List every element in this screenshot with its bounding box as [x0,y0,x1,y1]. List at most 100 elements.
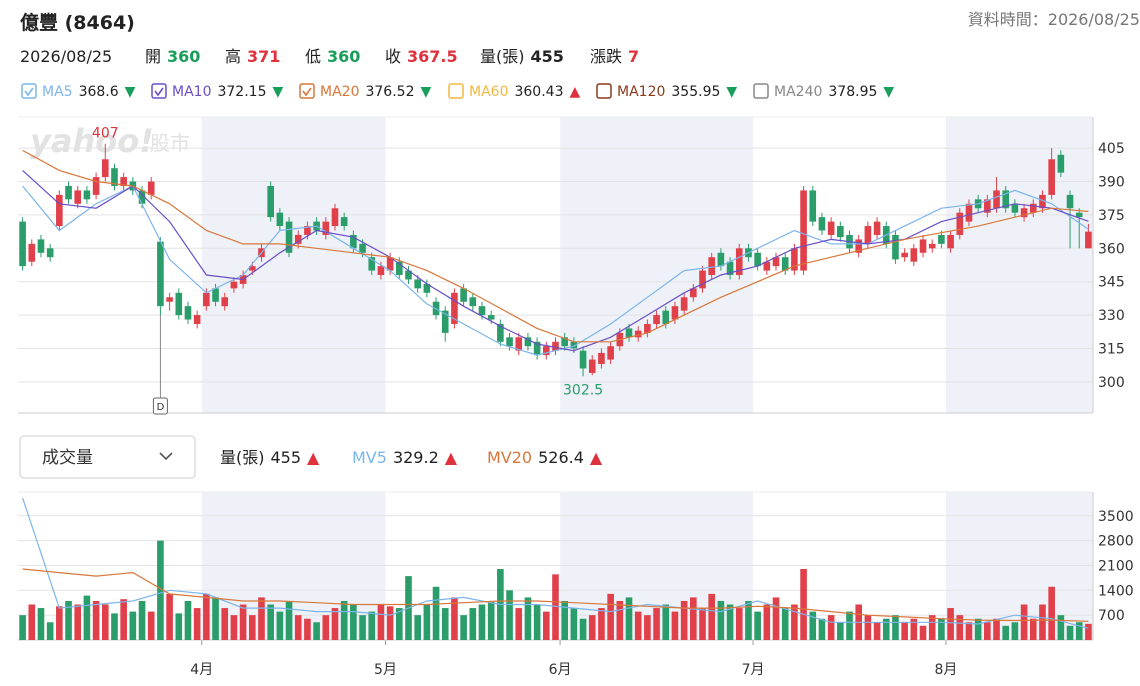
legend-item: MA20 376.52 ▼ [320,84,431,100]
legend-item: MV5 329.2 ▲ [352,448,458,467]
y-tick-label: 2800 [1098,534,1134,550]
candle-body [791,248,798,271]
y-tick-label: 375 [1098,208,1125,224]
candle-body [680,297,688,311]
candle-body [120,177,127,186]
quote-label: 低 [305,47,321,66]
legend-trend: ▲ [590,448,603,467]
volume-bar [432,586,440,640]
volume-bar [478,604,486,640]
quote-label: 高 [225,47,241,66]
volume-bar [1075,622,1083,640]
dropdown-chevron[interactable] [159,452,173,461]
volume-bar [193,608,201,640]
volume-bar [83,595,91,640]
volume-bar [818,618,826,640]
price-annotation: 302.5 [563,382,603,398]
volume-bar [350,604,357,640]
candle-body [111,168,118,186]
volume-bar [285,600,293,640]
candle-body [1057,154,1065,173]
watermark: yahoo! [30,122,154,160]
volume-bar [515,608,523,640]
volume-bar [598,608,605,640]
volume-bar [588,615,596,640]
volume-bar [579,618,587,640]
volume-bar [827,615,835,640]
legend-value: 360.43 [514,84,563,100]
candle-body [414,279,421,289]
candle-body [1020,208,1028,218]
volume-bar [37,608,45,640]
volume-bar [974,618,982,640]
y-tick-label: 700 [1098,608,1125,624]
legend-name: MA20 [320,84,359,100]
x-tick-label: 8月 [935,662,958,678]
volume-bar [460,615,467,640]
volume-bar [166,593,173,640]
volume-bar [533,604,541,640]
legend-checkbox [448,83,464,99]
indicator-dropdown[interactable] [19,435,196,479]
volume-bar [340,600,348,640]
dropdown-label[interactable]: 成交量 [42,448,93,468]
candle-body [533,341,541,356]
candle-body [157,241,164,307]
month-band [945,117,1093,413]
quote-item: 漲跌 7 [590,47,639,66]
candle-body [285,221,293,253]
candle-body [993,190,1000,209]
y-tick-label: 330 [1098,308,1125,324]
candle-body [294,234,302,244]
legend-value: 455 [271,448,302,467]
legend-checkmark [154,87,164,97]
candle-body [377,266,385,276]
candle-body [212,288,219,302]
candle-body [570,341,578,349]
volume-bar [791,604,798,640]
volume-bar [359,615,366,640]
candle-body [423,283,431,293]
quote-date: 2026/08/25 [20,47,112,66]
legend-checkbox [21,83,37,99]
candle-body [607,346,614,360]
quote-item: 量(張) 455 [480,47,564,66]
volume-bar [267,604,274,640]
candle-body [230,281,238,289]
legend-item: MA10 372.15 ▼ [172,84,283,100]
candle-body [65,185,72,200]
ma-line [22,169,1089,352]
volume-bar [138,600,146,640]
volume-bar [653,608,660,640]
quote-label: 收 [385,47,401,66]
volume-bar [800,569,807,640]
candle-body [984,199,991,213]
volume-bar [395,608,403,640]
quote-item: 高 371 [225,47,280,66]
candle-body [405,270,412,280]
legend-name: MV5 [352,448,387,467]
volume-bar [157,540,164,640]
volume-bar [570,608,578,640]
candle-body [469,297,477,307]
candle-body [662,310,670,324]
x-tick-label: 7月 [742,662,765,678]
volume-bar [230,615,238,640]
volume-bar [304,618,311,640]
quote-value: 360 [327,47,360,66]
legend-trend: ▼ [420,84,431,100]
volume-bar [92,600,100,640]
candle-body [690,288,697,298]
volume-bar [506,590,513,640]
legend-checkbox [299,83,315,99]
volume-bar [276,611,284,640]
legend-name: MA60 [469,84,508,100]
volume-bar [175,613,183,640]
volume-bar [938,618,945,640]
candle-body [359,243,366,253]
candle-body [322,221,330,235]
candle-body [671,306,679,320]
quote-value: 367.5 [407,47,458,66]
volume-bar [368,611,376,640]
